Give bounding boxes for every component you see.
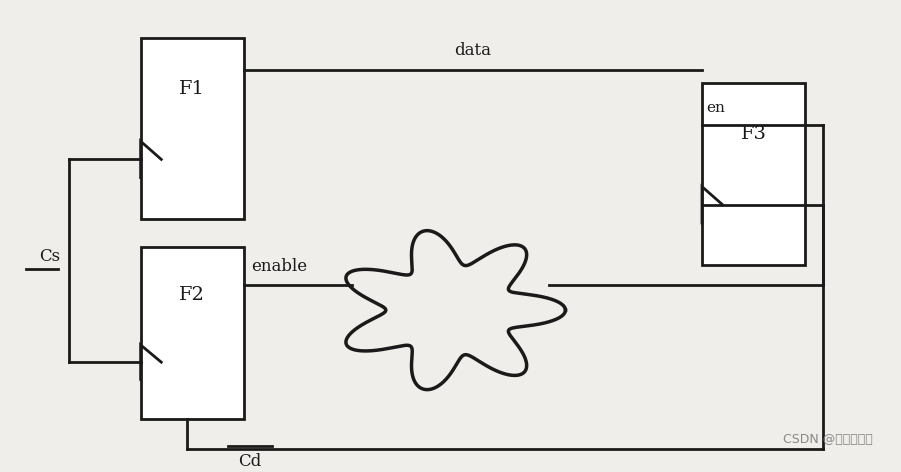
Text: data: data <box>454 42 491 59</box>
Text: Cs: Cs <box>39 248 59 265</box>
Text: enable: enable <box>251 258 307 275</box>
Text: F3: F3 <box>741 125 767 143</box>
Text: en: en <box>706 101 725 115</box>
Text: Cd: Cd <box>239 453 261 470</box>
Text: CSDN @张江打工人: CSDN @张江打工人 <box>783 433 873 447</box>
Bar <box>141 246 244 419</box>
Text: F1: F1 <box>179 80 205 98</box>
Bar <box>141 38 244 219</box>
Bar <box>702 83 805 265</box>
Text: F2: F2 <box>179 286 205 304</box>
